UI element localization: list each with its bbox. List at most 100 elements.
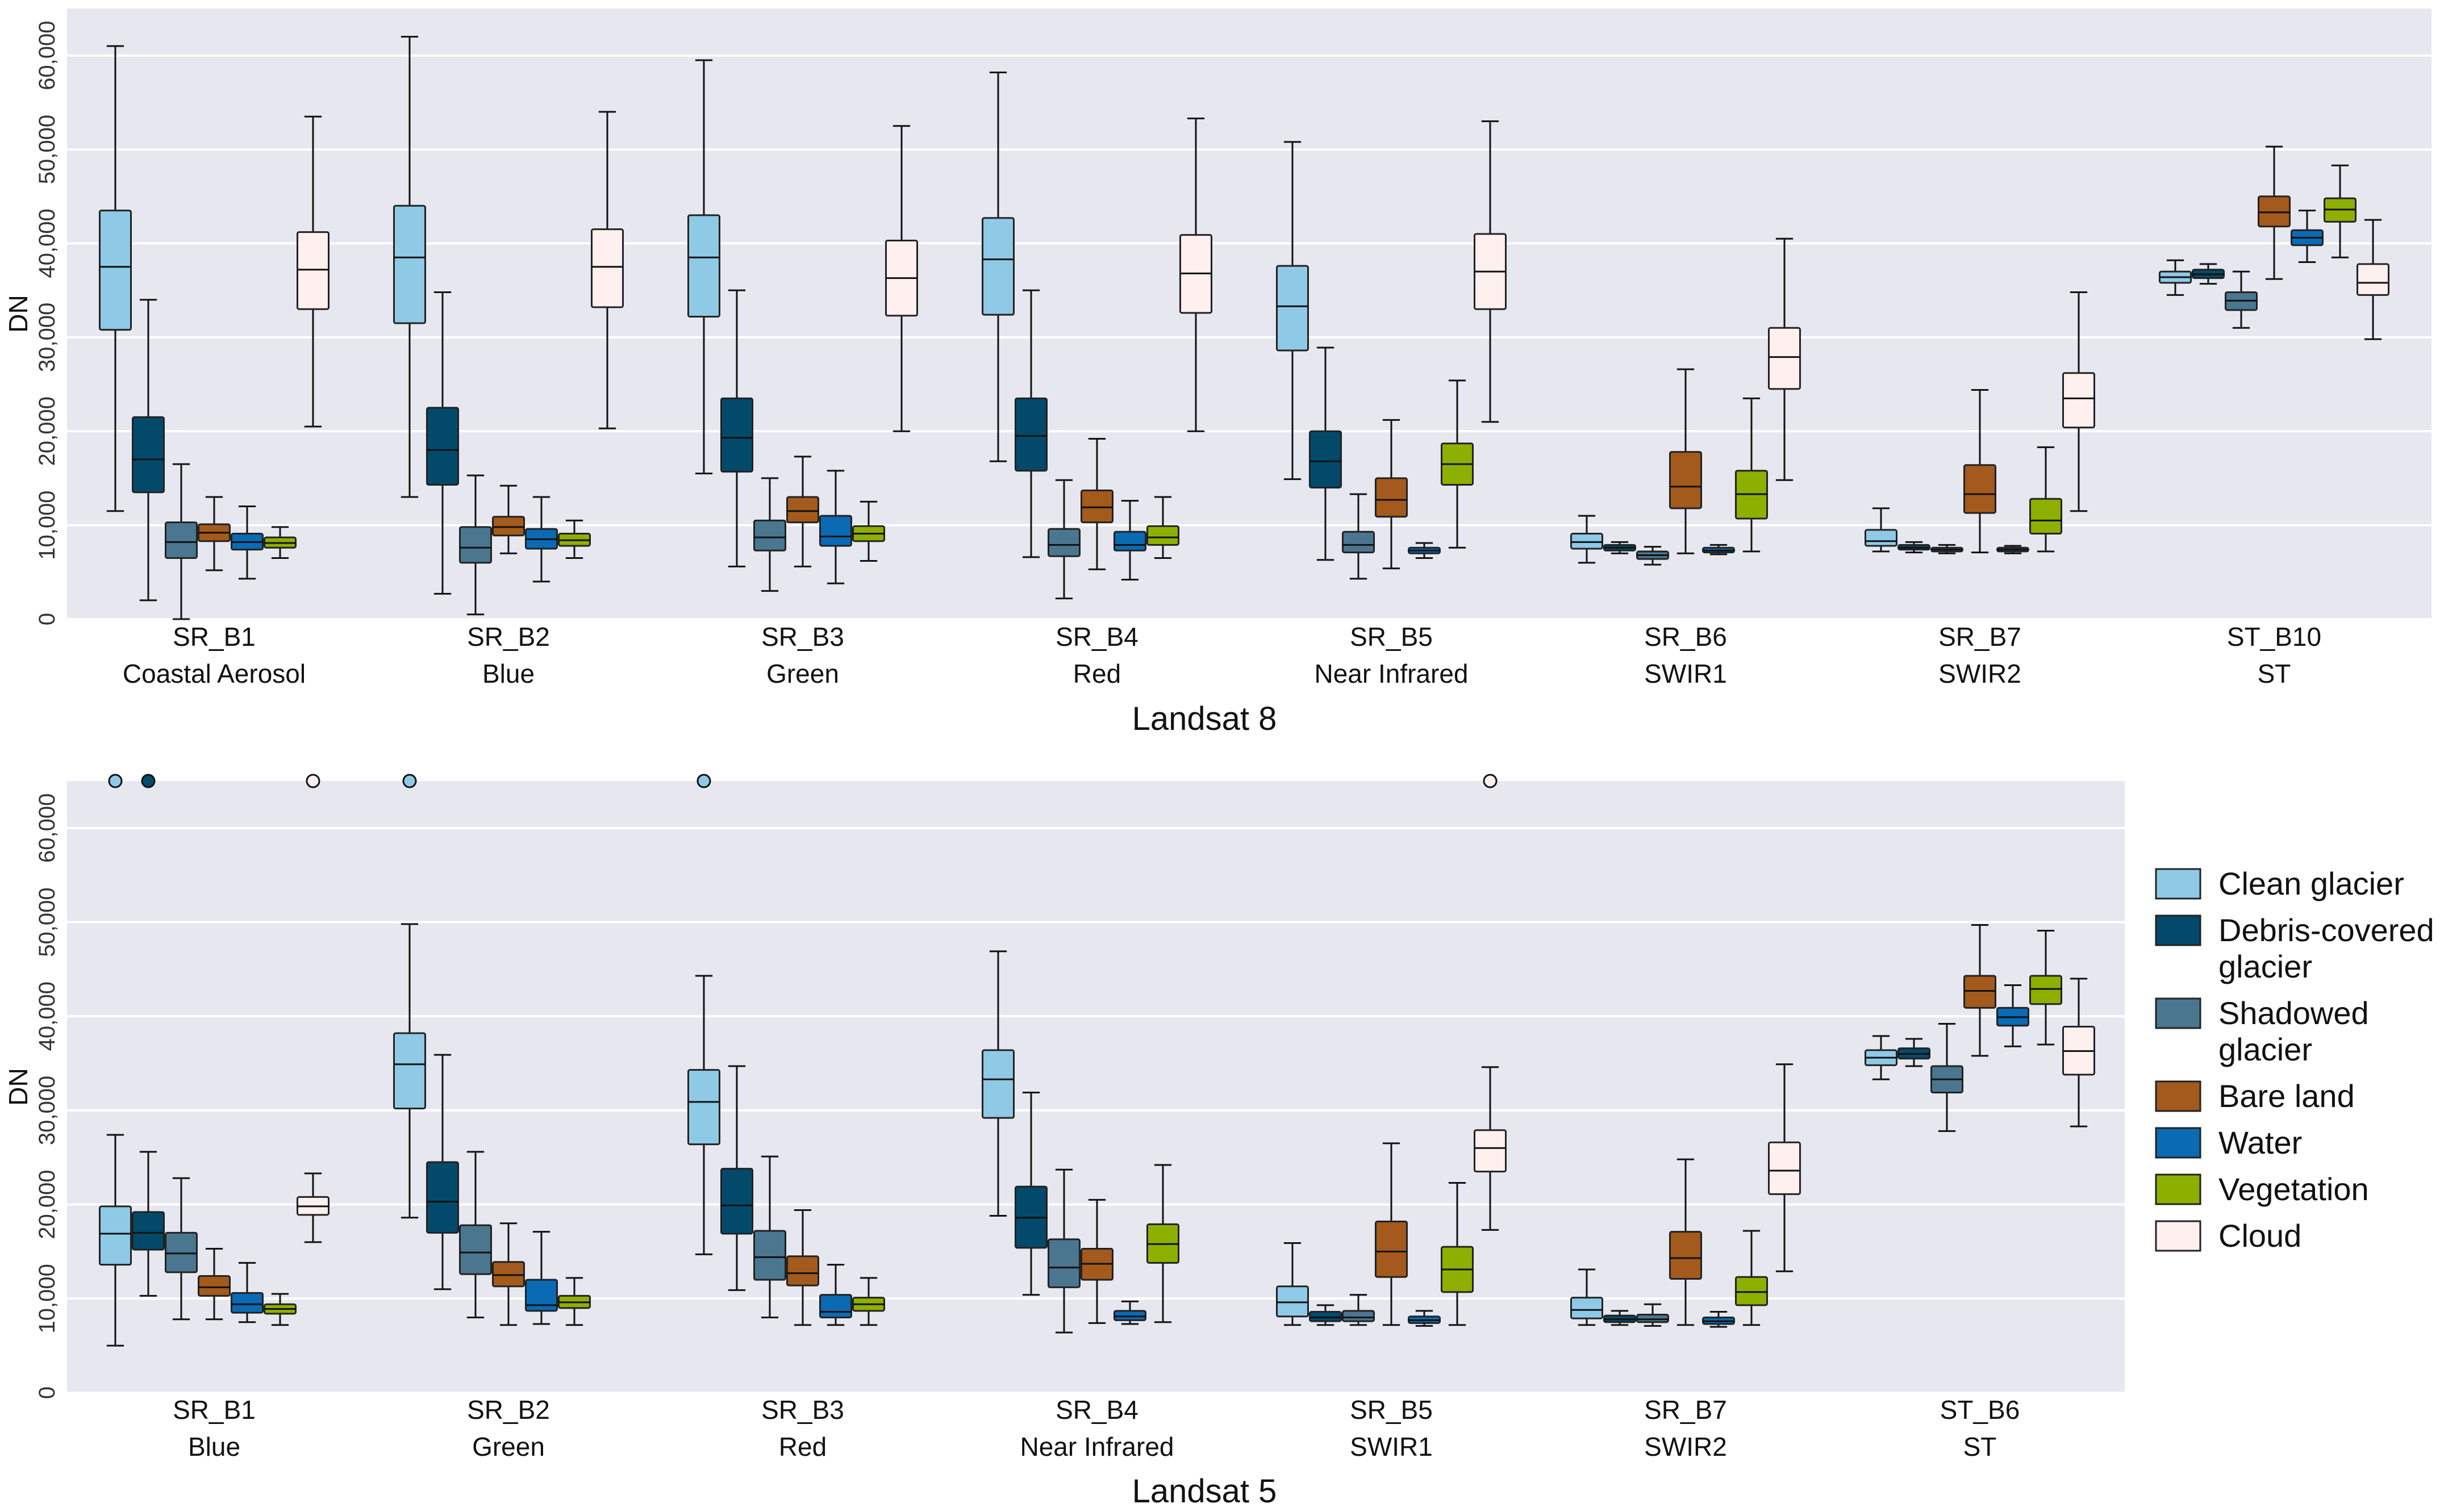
iqr-box — [1048, 528, 1081, 557]
box-vegetation — [2324, 164, 2357, 258]
box-vegetation — [1146, 1164, 1179, 1323]
box-bare-land — [1669, 1158, 1702, 1326]
band-code-label: SR_B4 — [1056, 622, 1138, 651]
box-water — [1996, 984, 2029, 1047]
band-code-label: SR_B3 — [761, 622, 844, 651]
legend-swatch — [2155, 997, 2201, 1029]
box-cloud — [2062, 978, 2095, 1127]
iqr-box — [2029, 498, 2062, 534]
box-shadowed-glacier — [1048, 479, 1081, 600]
box-bare-land — [1081, 437, 1113, 570]
band-name-label: SWIR2 — [1644, 1432, 1727, 1461]
y-tick-label: 10,000 — [35, 490, 60, 559]
y-tick-label: 50,000 — [35, 115, 60, 184]
iqr-box — [1570, 1297, 1603, 1319]
iqr-box — [459, 1224, 492, 1275]
outlier-point — [1483, 774, 1498, 788]
box-cloud — [885, 125, 918, 432]
legend-label: Water — [2218, 1125, 2302, 1160]
iqr-box — [1048, 1238, 1081, 1288]
box-vegetation — [264, 526, 297, 559]
iqr-box — [198, 1275, 231, 1297]
iqr-box — [426, 407, 459, 486]
band-code-label: SR_B3 — [761, 1395, 844, 1425]
iqr-box — [786, 1255, 819, 1287]
band-name-label: SWIR1 — [1644, 659, 1727, 688]
iqr-box — [492, 516, 525, 537]
iqr-box — [165, 521, 198, 559]
band-sr-b5: SR_B5 Near Infrared — [1276, 120, 1507, 688]
iqr-box — [1146, 525, 1179, 546]
iqr-box — [982, 1049, 1015, 1119]
y-tick-label: 20,000 — [35, 396, 60, 466]
panel-landsat-5: 0 10,000 20,000 30,000 40,000 50,000 60,000 DN S… — [3, 774, 2125, 1510]
box-bare-land — [786, 1209, 819, 1326]
y-tick-label: 40,000 — [35, 208, 60, 278]
iqr-box — [753, 519, 786, 552]
iqr-box — [1375, 477, 1408, 518]
iqr-box — [1963, 975, 1996, 1009]
iqr-box — [1865, 529, 1897, 547]
box-water — [1408, 1310, 1441, 1327]
box-clean-glacier — [1276, 1242, 1309, 1326]
iqr-box — [1636, 1313, 1669, 1323]
legend-swatch — [2155, 1127, 2201, 1159]
iqr-box — [2258, 195, 2291, 228]
box-water — [1702, 544, 1735, 555]
band-code-label: ST_B10 — [2227, 622, 2321, 651]
iqr-box — [2062, 372, 2095, 429]
legend-swatch — [2155, 1220, 2201, 1252]
band-name-label: Coastal Aerosol — [123, 659, 306, 688]
box-clean-glacier — [393, 774, 426, 1219]
box-vegetation — [1441, 379, 1474, 549]
legend-label: Debris-covered — [2218, 912, 2434, 948]
box-debris-covered-glacier — [720, 1065, 753, 1291]
iqr-box — [1375, 1220, 1408, 1278]
box-clean-glacier — [982, 71, 1015, 462]
box-water — [1113, 500, 1146, 581]
iqr-box — [2357, 263, 2389, 296]
box-vegetation — [1146, 496, 1179, 559]
box-cloud — [1768, 1063, 1801, 1272]
box-bare-land — [1375, 419, 1408, 570]
outlier-point — [141, 774, 156, 788]
box-shadowed-glacier — [1930, 544, 1963, 554]
iqr-box — [165, 1231, 198, 1273]
box-vegetation — [1735, 1230, 1768, 1326]
box-vegetation — [1735, 397, 1768, 553]
iqr-box — [819, 515, 852, 547]
iqr-box — [1309, 1311, 1342, 1322]
box-debris-covered-glacier — [1603, 541, 1636, 554]
band-sr-b1: SR_B1 Coastal Aerosol — [99, 45, 330, 688]
x-axis-title: Landsat 8 — [1132, 700, 1277, 737]
outlier-point — [108, 774, 123, 788]
band-name-label: Blue — [188, 1432, 240, 1461]
iqr-box — [819, 1294, 852, 1318]
band-sr-b2: SR_B2 Green — [393, 774, 591, 1461]
box-bare-land — [2258, 145, 2291, 280]
box-vegetation — [558, 1277, 591, 1326]
iqr-box — [492, 1261, 525, 1288]
box-water — [1996, 545, 2029, 554]
iqr-box — [132, 416, 165, 494]
box-water — [525, 1231, 558, 1325]
iqr-box — [1276, 1285, 1309, 1318]
y-tick-label: 60,000 — [35, 793, 60, 863]
box-vegetation — [1441, 1182, 1474, 1326]
iqr-box — [99, 210, 132, 331]
box-shadowed-glacier — [165, 1177, 198, 1321]
box-bare-land — [492, 1222, 525, 1326]
box-shadowed-glacier — [753, 477, 786, 592]
box-water — [1408, 542, 1441, 559]
box-cloud — [591, 111, 624, 429]
iqr-box — [231, 1292, 264, 1314]
band-sr-b5: SR_B5 SWIR1 — [1276, 774, 1507, 1461]
iqr-box — [1735, 1276, 1768, 1306]
iqr-box — [1113, 1310, 1146, 1321]
box-shadowed-glacier — [459, 1151, 492, 1318]
outlier-point — [697, 774, 711, 788]
box-shadowed-glacier — [1930, 1022, 1963, 1132]
box-shadowed-glacier — [165, 463, 198, 620]
box-bare-land — [786, 456, 819, 567]
